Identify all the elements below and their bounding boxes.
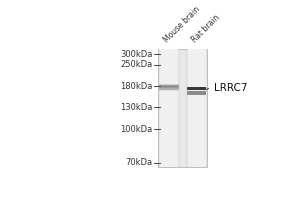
Bar xyxy=(187,91,206,95)
Bar xyxy=(159,87,179,88)
Text: Rat brain: Rat brain xyxy=(190,13,222,44)
Bar xyxy=(187,49,207,167)
Text: 250kDa: 250kDa xyxy=(120,60,153,69)
Bar xyxy=(159,86,179,87)
Bar xyxy=(159,85,179,86)
Text: 300kDa: 300kDa xyxy=(120,50,153,59)
Text: 130kDa: 130kDa xyxy=(120,103,153,112)
Bar xyxy=(159,86,179,87)
Bar xyxy=(159,88,179,89)
Bar xyxy=(159,86,179,87)
Text: 180kDa: 180kDa xyxy=(120,82,153,91)
Bar xyxy=(159,88,179,89)
Bar xyxy=(187,87,206,90)
Text: 70kDa: 70kDa xyxy=(125,158,153,167)
Bar xyxy=(159,49,179,167)
Bar xyxy=(159,85,179,86)
Bar xyxy=(159,87,179,88)
Bar xyxy=(159,89,179,90)
Bar xyxy=(159,84,179,85)
Text: LRRC7: LRRC7 xyxy=(214,83,248,93)
Text: 100kDa: 100kDa xyxy=(120,125,153,134)
Bar xyxy=(159,84,179,85)
Bar xyxy=(158,49,207,167)
Text: Mouse brain: Mouse brain xyxy=(163,4,202,44)
Bar xyxy=(159,89,179,90)
Bar xyxy=(159,85,179,86)
Bar xyxy=(159,90,179,91)
Bar xyxy=(159,89,179,90)
